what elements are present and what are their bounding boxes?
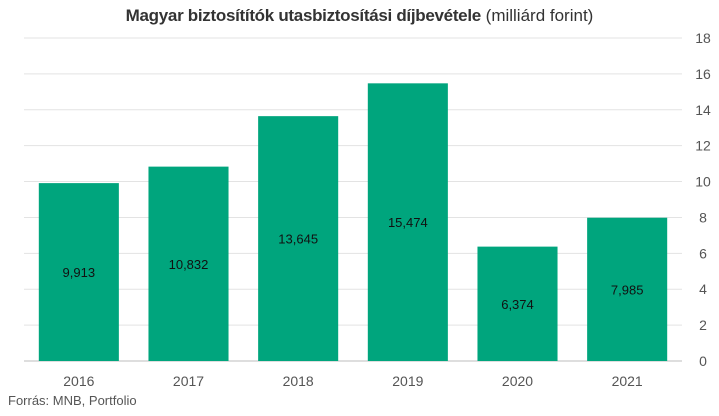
chart-title: Magyar biztosítítók utasbiztosítási díjb…	[0, 6, 719, 26]
bars	[38, 83, 668, 361]
y-tick-label: 16	[695, 66, 711, 82]
bar-2016	[38, 183, 119, 361]
x-axis-tick-labels: 2016 2017 2018 2019 2020 2021	[63, 373, 643, 389]
y-tick-label: 10	[695, 174, 711, 190]
x-tick-label-2021: 2021	[612, 373, 643, 389]
chart-title-unit: (milliárd forint)	[485, 6, 594, 25]
bar-2020	[477, 246, 558, 361]
y-tick-label: 8	[699, 209, 707, 225]
bar-2019	[367, 83, 448, 361]
y-axis-tick-labels: 0 2 4 6 8 10 12 14 16 18	[695, 30, 711, 369]
y-tick-label: 0	[699, 353, 707, 369]
data-labels: 9,913 10,832 13,645 15,474 6,374 7,985	[63, 215, 644, 312]
chart-title-main: Magyar biztosítítók utasbiztosítási díjb…	[125, 6, 482, 25]
y-tick-label: 2	[699, 317, 707, 333]
bar-2018	[258, 116, 339, 361]
x-tick-label-2020: 2020	[502, 373, 533, 389]
bar-2021	[587, 217, 668, 361]
y-tick-label: 14	[695, 102, 711, 118]
x-tick-label-2017: 2017	[173, 373, 204, 389]
x-tick-label-2019: 2019	[392, 373, 423, 389]
data-label-2016: 9,913	[63, 265, 96, 280]
y-tick-label: 4	[699, 281, 707, 297]
grid-lines	[24, 37, 682, 362]
data-label-2020: 6,374	[501, 297, 534, 312]
y-tick-label: 18	[695, 30, 711, 46]
data-label-2019: 15,474	[388, 215, 428, 230]
data-label-2021: 7,985	[611, 282, 644, 297]
data-label-2017: 10,832	[169, 257, 209, 272]
source-note: Forrás: MNB, Portfolio	[8, 393, 137, 408]
y-tick-label: 6	[699, 245, 707, 261]
x-tick-label-2016: 2016	[63, 373, 94, 389]
y-tick-label: 12	[695, 138, 711, 154]
bar-2017	[148, 166, 229, 361]
data-label-2018: 13,645	[278, 232, 318, 247]
x-tick-label-2018: 2018	[283, 373, 314, 389]
